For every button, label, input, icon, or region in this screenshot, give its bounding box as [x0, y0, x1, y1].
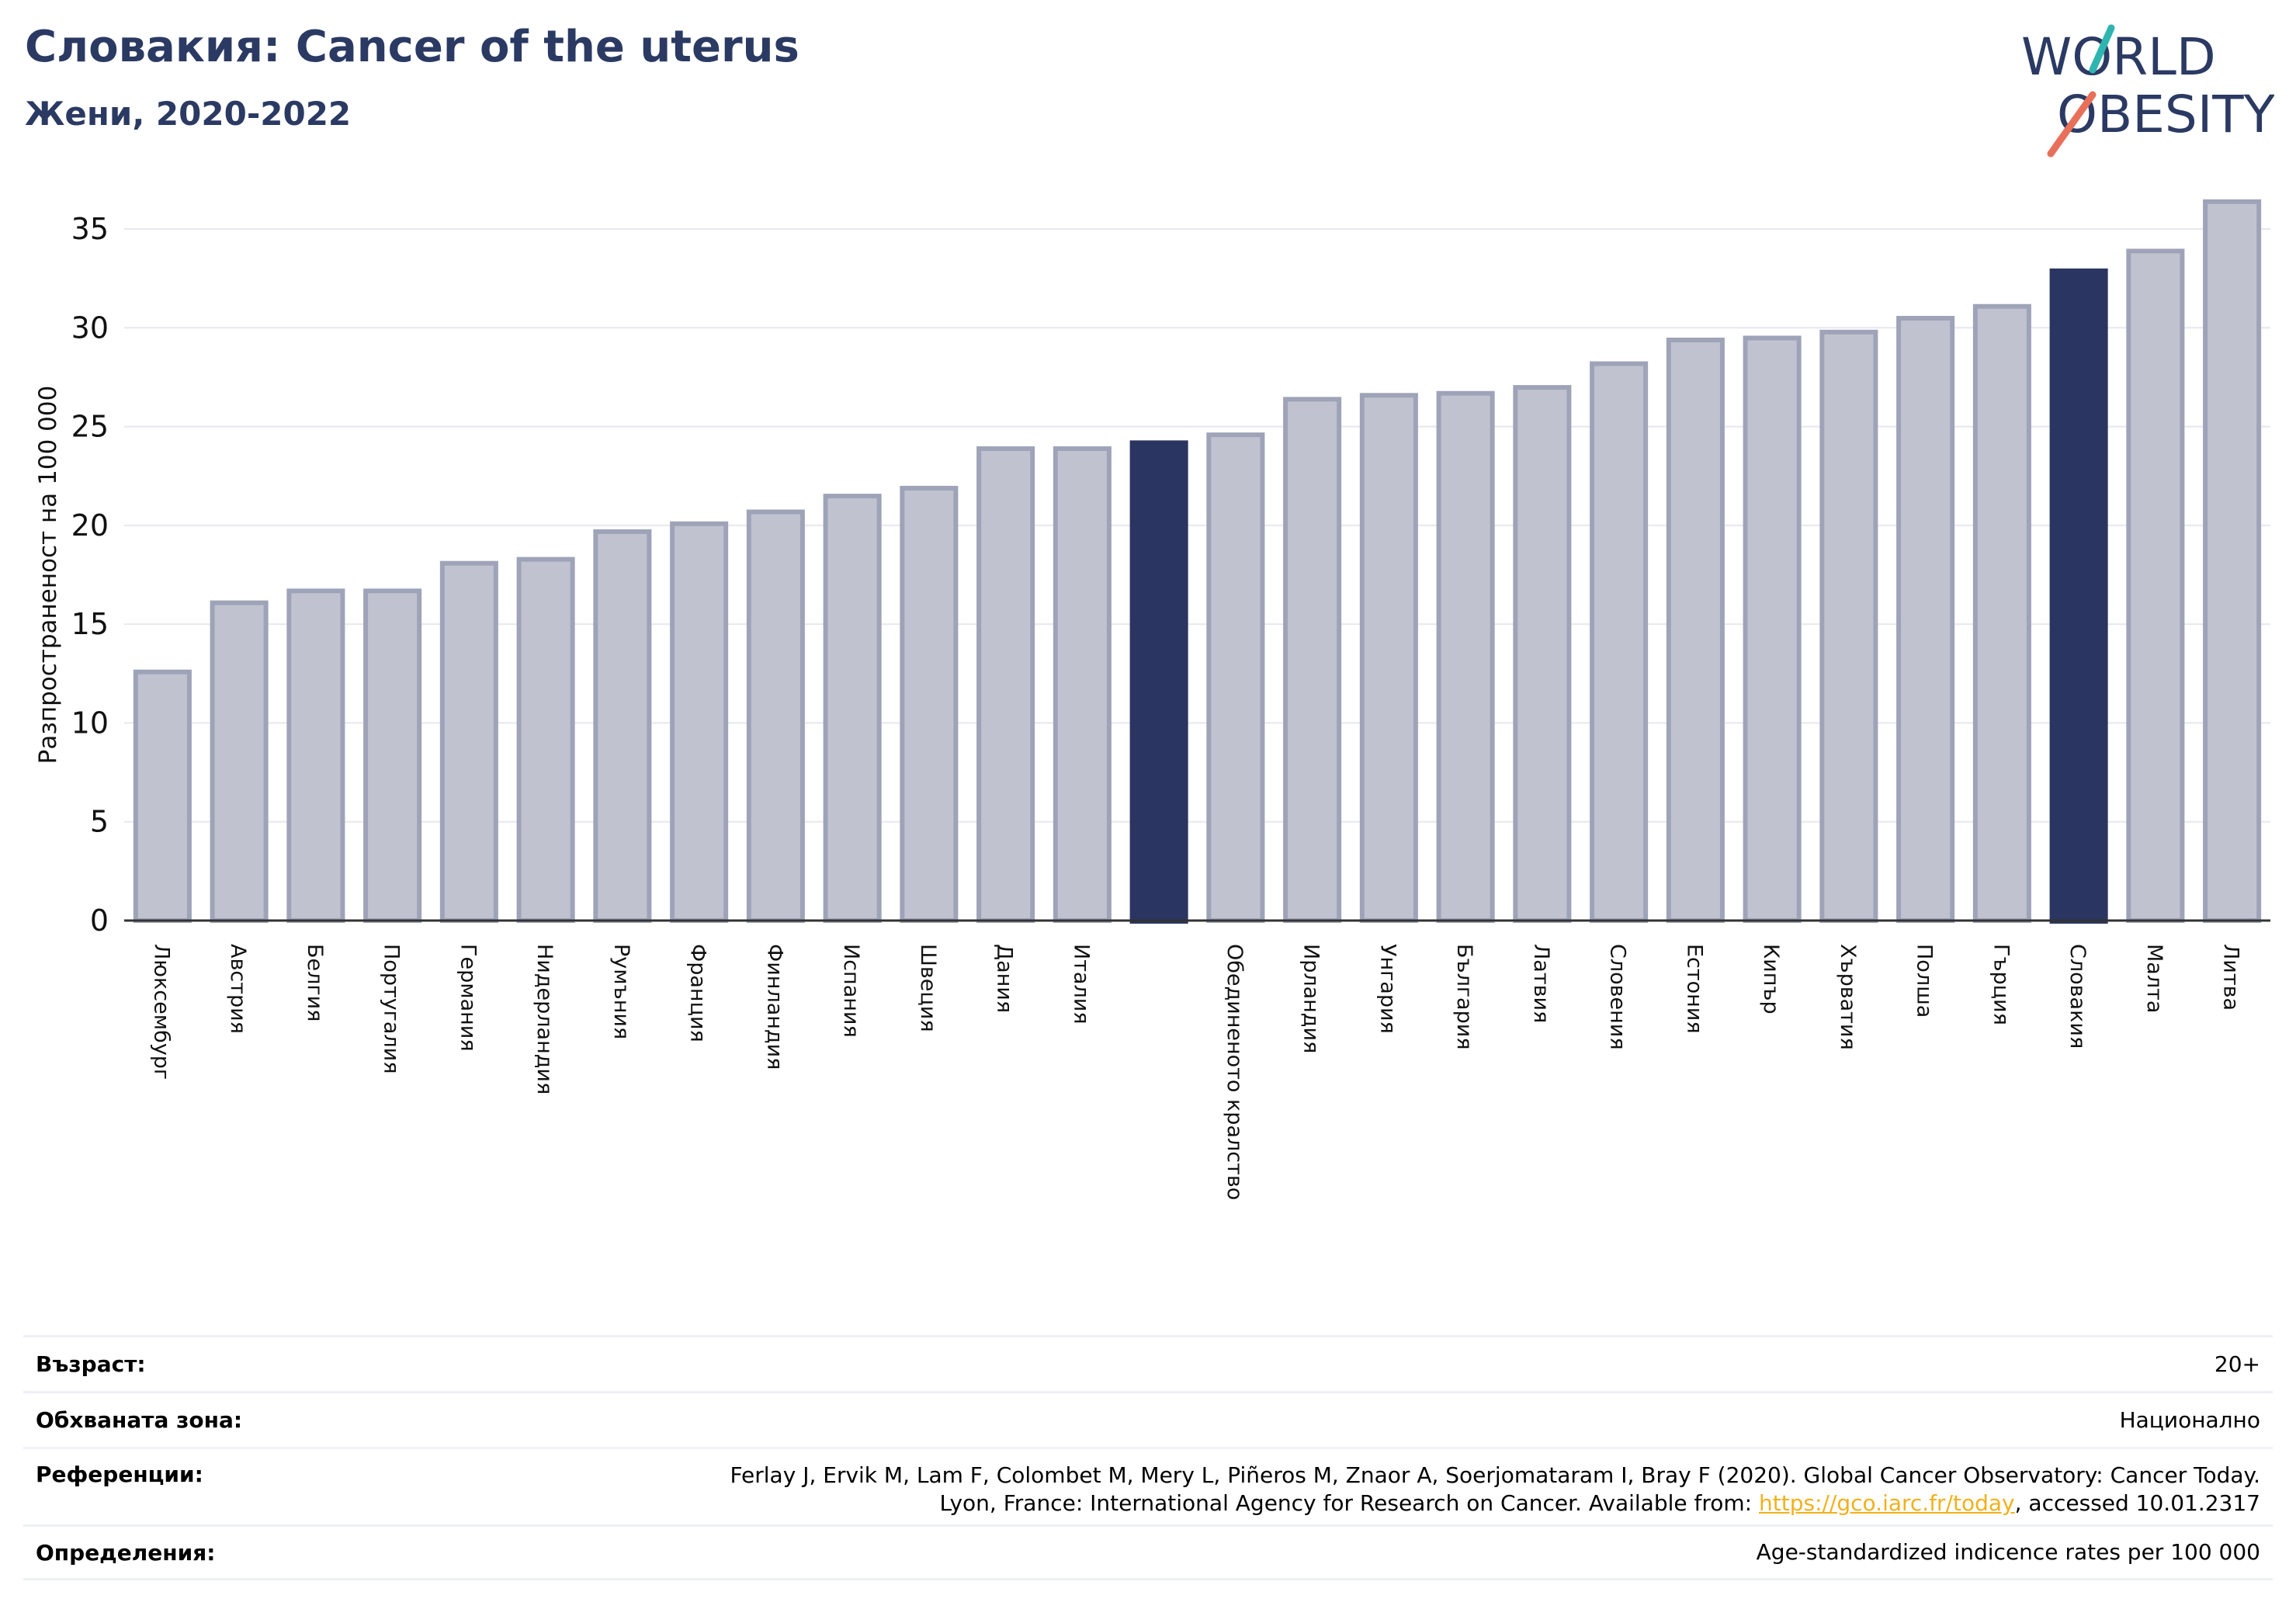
- info-row-references: Референции: Ferlay J, Ervik M, Lam F, Co…: [23, 1447, 2273, 1524]
- x-tick-label: Швеция: [916, 944, 940, 1032]
- logo-slash-teal: [2089, 24, 2115, 74]
- info-value-definitions: Age-standardized indicence rates per 100…: [1756, 1539, 2260, 1565]
- y-tick-label: 30: [71, 310, 109, 345]
- x-tick-label: Полша: [1913, 944, 1937, 1018]
- info-row-age: Възраст: 20+: [23, 1335, 2273, 1391]
- bar-highlighted: [1129, 440, 1188, 924]
- info-value-age: 20+: [2214, 1351, 2260, 1377]
- info-table: Възраст: 20+ Обхваната зона: Национално …: [23, 1335, 2273, 1580]
- info-label-age: Възраст:: [36, 1351, 146, 1377]
- bar: [439, 560, 498, 923]
- x-tick-label: Малта: [2142, 944, 2166, 1013]
- y-tick-label: 5: [90, 805, 109, 839]
- bar: [1359, 393, 1418, 923]
- bar: [976, 446, 1035, 923]
- bar: [593, 529, 652, 923]
- bar: [1436, 390, 1495, 923]
- y-tick-label: 15: [71, 607, 109, 641]
- x-tick-label: Унгария: [1375, 944, 1399, 1034]
- x-tick-label: Обединеното кралство: [1223, 944, 1247, 1200]
- x-tick-label: Италия: [1069, 944, 1093, 1025]
- y-axis-label: Разпространеност на 100 000: [34, 386, 62, 765]
- reference-line-2-prefix: Lyon, France: International Agency for R…: [939, 1490, 1759, 1516]
- chart-title: Словакия: Cancer of the uterus: [25, 22, 799, 72]
- x-tick-label: Естония: [1682, 944, 1706, 1034]
- bar: [1206, 432, 1265, 923]
- info-value-references: Ferlay J, Ervik M, Lam F, Colombet M, Me…: [730, 1462, 2273, 1517]
- info-label-definitions: Определения:: [36, 1539, 216, 1566]
- x-tick-label: Хърватия: [1836, 944, 1860, 1050]
- y-tick-label: 25: [71, 410, 109, 444]
- y-tick-label: 35: [71, 212, 109, 246]
- x-tick-label: Финландия: [762, 944, 786, 1070]
- x-tick-label: Румъния: [609, 944, 633, 1039]
- info-label-references: Референции:: [36, 1462, 203, 1487]
- x-tick-label: Кипър: [1759, 944, 1783, 1014]
- y-tick-label: 10: [71, 706, 109, 740]
- x-tick-label: Франция: [686, 944, 710, 1042]
- world-obesity-logo: WORLD OBESITY: [2021, 24, 2274, 158]
- reference-line-1: Ferlay J, Ervik M, Lam F, Colombet M, Me…: [730, 1462, 2260, 1488]
- x-tick-label: Австрия: [226, 944, 250, 1034]
- x-tick-label: Дания: [993, 944, 1017, 1013]
- bar: [1666, 338, 1725, 923]
- reference-link[interactable]: https://gco.iarc.fr/today: [1759, 1490, 2015, 1516]
- bar: [286, 588, 345, 923]
- bar: [1590, 361, 1649, 923]
- x-tick-label: Португалия: [380, 944, 404, 1073]
- bar: [2203, 199, 2262, 924]
- info-label-coverage: Обхваната зона:: [36, 1407, 243, 1433]
- x-tick-label: Литва: [2219, 944, 2243, 1011]
- x-tick-label: България: [1452, 944, 1476, 1050]
- x-tick-label: Гърция: [1989, 944, 2013, 1025]
- logo-slash-coral: [2047, 91, 2097, 158]
- bar: [1972, 303, 2031, 924]
- reference-line-2: Lyon, France: International Agency for R…: [730, 1489, 2260, 1517]
- bar: [1896, 316, 1955, 923]
- bar: [823, 494, 882, 923]
- info-value-coverage: Национално: [2119, 1406, 2260, 1433]
- y-tick-label: 20: [71, 508, 109, 543]
- bar: [1819, 329, 1878, 923]
- bar: [363, 588, 422, 923]
- x-tick-label: Нидерландия: [532, 944, 557, 1094]
- x-tick-label: Ирландия: [1299, 944, 1323, 1053]
- x-tick-label: Испания: [839, 944, 863, 1038]
- bar: [670, 521, 729, 923]
- bar: [746, 509, 805, 923]
- bar-highlighted: [2049, 268, 2108, 924]
- bar: [1513, 385, 1572, 923]
- bar: [133, 669, 192, 923]
- bar: [2126, 248, 2185, 923]
- info-row-coverage: Обхваната зона: Национално: [23, 1391, 2273, 1447]
- logo-word-world: WORLD: [2021, 27, 2216, 87]
- x-tick-label: Словакия: [2065, 944, 2090, 1049]
- info-row-definitions: Определения: Age-standardized indicence …: [23, 1524, 2273, 1580]
- x-tick-label: Люксембург: [149, 944, 173, 1080]
- x-tick-label: Белгия: [303, 944, 327, 1021]
- x-tick-label: Словения: [1606, 944, 1630, 1050]
- bar: [1743, 335, 1802, 923]
- y-tick-label: 0: [90, 903, 109, 938]
- bar: [1283, 397, 1342, 923]
- x-tick-label: Латвия: [1529, 944, 1553, 1023]
- bar: [516, 557, 575, 923]
- bar: [1053, 446, 1112, 923]
- reference-line-2-suffix: , accessed 10.01.2317: [2014, 1490, 2260, 1516]
- x-tick-label: Германия: [456, 944, 480, 1052]
- chart-subtitle: Жени, 2020-2022: [25, 95, 352, 133]
- bar-chart: 0 5 10 15 20 25 30 35 Разпространеност на 100 00…: [34, 199, 2270, 1200]
- bar: [210, 600, 269, 923]
- bar: [900, 485, 959, 923]
